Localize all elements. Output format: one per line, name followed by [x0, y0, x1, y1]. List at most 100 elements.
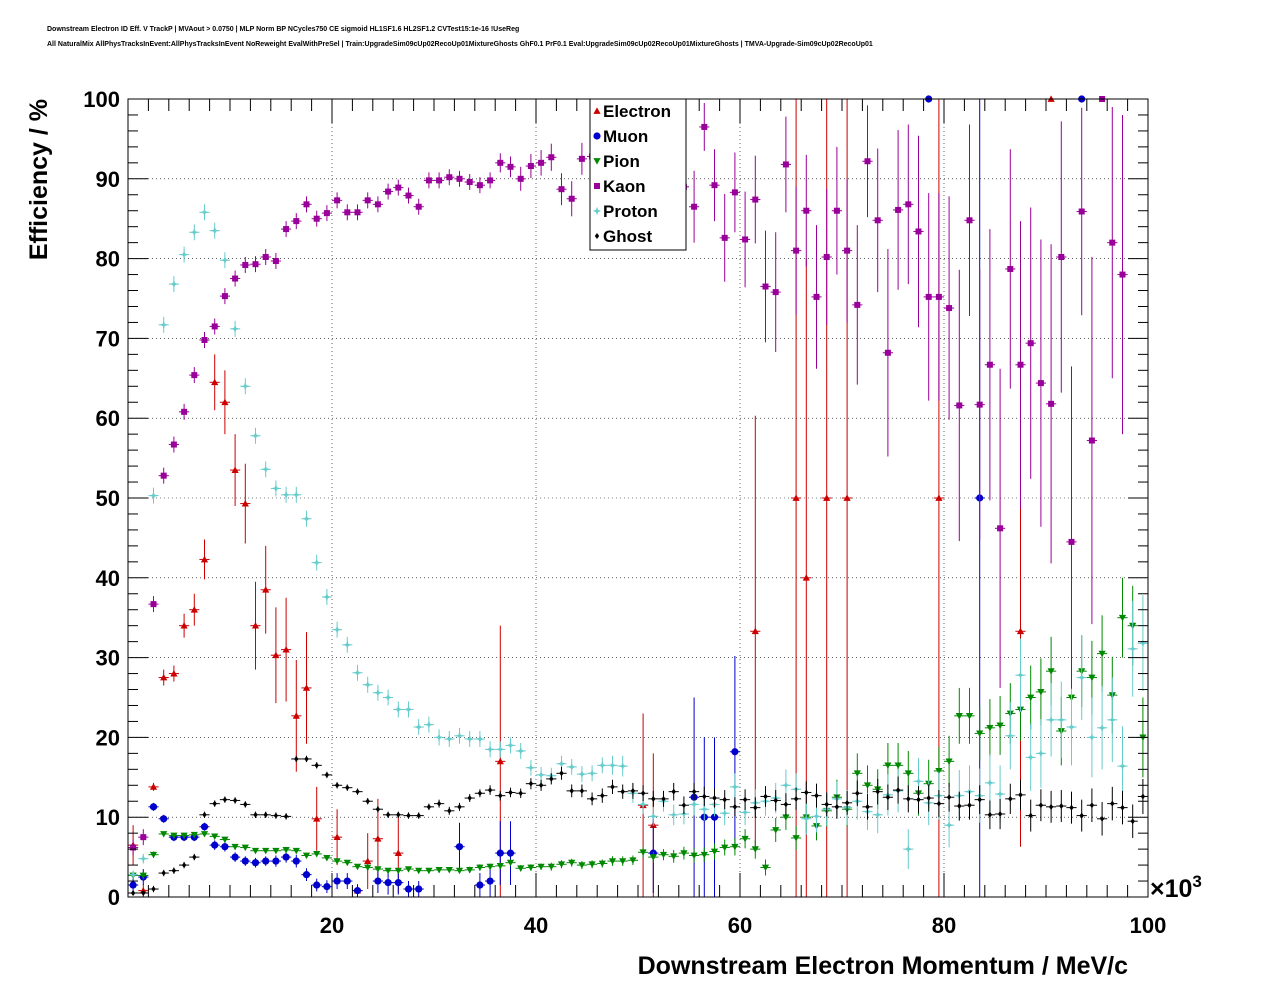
proton-point — [516, 746, 525, 756]
legend-marker-kaon — [594, 183, 600, 189]
ghost-point — [1079, 812, 1084, 819]
kaon-point — [527, 163, 534, 170]
pion-point — [863, 782, 872, 789]
ghost-point — [804, 789, 809, 796]
muon-point — [282, 853, 290, 861]
ghost-point — [212, 800, 217, 807]
kaon-point — [884, 349, 891, 356]
x-tick-label: 100 — [1130, 913, 1167, 938]
y-tick-label: 0 — [108, 885, 120, 910]
ghost-point — [865, 803, 870, 810]
kaon-point — [303, 201, 310, 208]
proton-point — [1097, 723, 1107, 732]
ghost-point — [273, 812, 279, 819]
kaon-point — [497, 159, 504, 166]
ghost-point — [324, 771, 330, 778]
proton-point — [343, 640, 352, 649]
ghost-point — [671, 788, 676, 795]
kaon-point — [130, 844, 137, 851]
ghost-point — [447, 807, 452, 814]
proton-point — [995, 789, 1005, 799]
ghost-point — [661, 795, 666, 802]
muon-point — [221, 843, 229, 851]
proton-point — [1057, 715, 1066, 724]
pion-point — [170, 832, 178, 840]
ghost-point — [926, 795, 931, 802]
proton-point — [1077, 673, 1086, 682]
ghost-point — [477, 790, 483, 797]
proton-point — [220, 256, 230, 265]
ghost-point — [1038, 802, 1044, 809]
kaon-point — [395, 184, 402, 191]
kaon-point — [364, 197, 371, 204]
y-tick-label: 80 — [96, 247, 120, 272]
ghost-point — [957, 803, 962, 810]
electron-point — [333, 833, 341, 841]
kaon-point — [946, 305, 953, 312]
proton-point — [618, 761, 627, 771]
kaon-point — [823, 254, 830, 261]
proton-point — [404, 705, 413, 714]
pion-point — [455, 867, 464, 875]
ghost-point — [691, 788, 697, 795]
electron-point — [231, 466, 239, 473]
ghost-point — [243, 801, 248, 808]
ghost-point — [906, 795, 911, 802]
pion-point — [568, 859, 576, 867]
kaon-point — [191, 372, 198, 379]
proton-point — [230, 324, 240, 333]
ghost-point — [436, 800, 442, 807]
proton-point — [424, 720, 434, 729]
chart-title-line-2: All NaturalMix AllPhysTracksInEvent:AllP… — [47, 41, 873, 48]
muon-point — [251, 859, 260, 867]
muon-point — [333, 877, 341, 885]
proton-point — [1067, 722, 1076, 732]
series-pion — [128, 577, 1148, 880]
proton-point — [455, 731, 464, 740]
pion-point — [884, 762, 892, 769]
muon-point — [476, 881, 484, 889]
ghost-point — [416, 812, 421, 819]
chart-title-line-1: Downstream Electron ID Eff. V TrackP | M… — [47, 26, 520, 33]
proton-point — [802, 814, 811, 823]
kaon-point — [915, 228, 922, 235]
pion-point — [1037, 689, 1045, 696]
pion-point — [772, 827, 780, 834]
series-ghost — [128, 755, 1148, 897]
proton-point — [475, 734, 485, 744]
muon-point — [231, 853, 239, 861]
kaon-point — [956, 402, 963, 409]
ghost-point — [579, 787, 585, 794]
pion-point — [557, 861, 566, 868]
proton-point — [598, 761, 607, 770]
proton-point — [700, 805, 709, 814]
kaon-point — [762, 283, 769, 290]
series-proton — [128, 204, 1148, 879]
electron-point — [302, 684, 311, 691]
pion-point — [445, 866, 453, 874]
legend-marker-electron — [593, 107, 601, 114]
proton-point — [200, 208, 209, 217]
pion-point — [353, 863, 362, 871]
pion-point — [629, 857, 637, 864]
kaon-point — [1078, 208, 1085, 215]
kaon-point — [385, 188, 392, 195]
ghost-point — [151, 886, 156, 893]
kaon-point — [323, 210, 330, 217]
pion-point — [1027, 694, 1035, 702]
muon-point — [455, 843, 464, 851]
x-tick-label: 20 — [320, 913, 344, 938]
ghost-point — [722, 796, 727, 803]
proton-point — [536, 770, 546, 780]
pion-point — [425, 867, 433, 875]
kaon-point — [568, 195, 575, 202]
muon-point — [404, 885, 413, 893]
pion-point — [221, 836, 229, 844]
x-axis-multiplier-base: ×10 — [1150, 875, 1192, 903]
electron-point — [241, 499, 249, 507]
kaon-point — [283, 226, 290, 233]
proton-point — [210, 226, 219, 235]
ghost-point — [1120, 804, 1125, 811]
pion-point — [415, 867, 423, 875]
